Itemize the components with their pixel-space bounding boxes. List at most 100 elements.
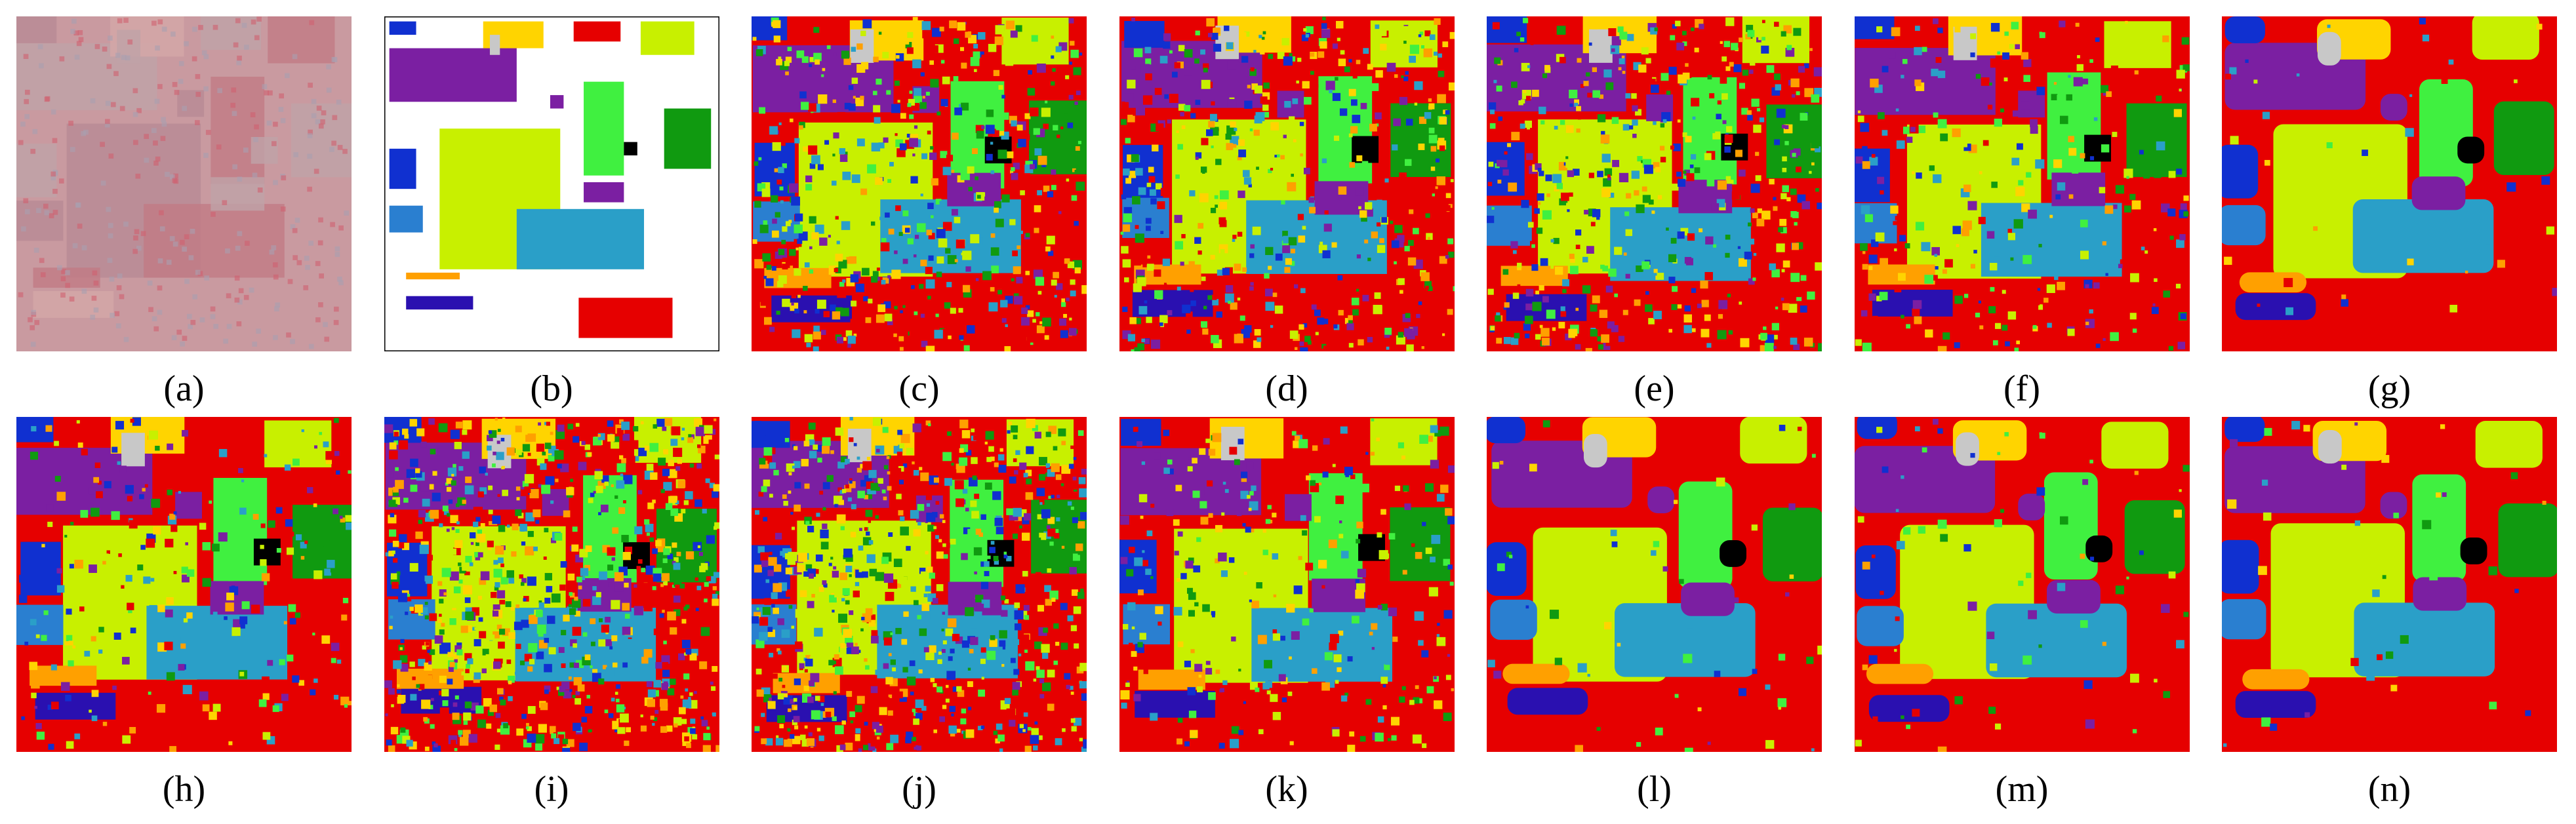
noise <box>1036 325 1045 334</box>
noise <box>2111 80 2121 90</box>
field <box>16 604 64 645</box>
noise <box>1639 566 1643 570</box>
noise <box>1192 177 1199 184</box>
noise <box>1135 106 1145 116</box>
noise <box>1380 509 1386 515</box>
noise <box>1691 328 1696 332</box>
noise <box>212 703 221 712</box>
noise <box>1013 266 1021 275</box>
noise <box>585 545 592 553</box>
noise <box>554 532 562 541</box>
noise <box>870 221 875 226</box>
noise <box>1270 122 1279 131</box>
noise <box>1123 206 1132 216</box>
noise <box>795 45 801 50</box>
noise <box>963 527 971 534</box>
noise <box>228 576 233 581</box>
texture <box>132 111 138 117</box>
noise <box>660 489 665 494</box>
field <box>2352 199 2494 273</box>
noise <box>1582 256 1588 263</box>
noise <box>1510 241 1518 249</box>
noise <box>1359 736 1365 742</box>
noise <box>1430 425 1438 433</box>
noise <box>939 26 944 31</box>
noise <box>2177 342 2185 349</box>
noise <box>833 132 839 139</box>
noise <box>439 629 445 635</box>
noise <box>1963 184 1971 192</box>
noise <box>1302 618 1309 626</box>
noise <box>1447 309 1453 315</box>
noise <box>1252 226 1261 235</box>
noise <box>1228 557 1234 563</box>
noise <box>1014 602 1020 608</box>
noise <box>1145 317 1152 323</box>
noise <box>1576 106 1581 111</box>
noise <box>1403 246 1410 252</box>
noise <box>538 724 547 733</box>
noise <box>1535 334 1541 340</box>
noise <box>855 581 860 587</box>
noise <box>1514 332 1520 339</box>
noise <box>872 271 879 277</box>
noise <box>1037 604 1045 612</box>
noise <box>778 167 784 174</box>
noise <box>1359 210 1367 218</box>
noise <box>754 564 762 573</box>
noise <box>2017 180 2023 186</box>
noise <box>1670 237 1677 244</box>
noise <box>795 213 803 222</box>
noise <box>1021 317 1030 326</box>
noise <box>763 447 773 456</box>
noise <box>1725 176 1734 184</box>
noise <box>1006 556 1012 562</box>
noise <box>907 31 914 38</box>
noise <box>1796 242 1803 250</box>
texture <box>311 113 317 119</box>
noise <box>1026 334 1035 343</box>
noise <box>851 503 856 509</box>
noise <box>973 435 978 441</box>
noise <box>1996 51 2000 55</box>
noise <box>1072 589 1078 596</box>
noise <box>1407 257 1416 266</box>
noise <box>325 451 334 460</box>
noise <box>1663 128 1668 132</box>
noise <box>879 216 883 220</box>
noise <box>1677 304 1682 309</box>
noise <box>767 627 773 632</box>
noise <box>1348 319 1353 324</box>
noise <box>921 340 928 347</box>
noise <box>454 441 462 450</box>
noise <box>422 645 426 650</box>
noise <box>1001 663 1005 667</box>
noise <box>2111 481 2121 490</box>
noise <box>1670 35 1676 41</box>
noise <box>813 52 822 62</box>
noise <box>1756 218 1765 227</box>
noise <box>502 663 506 669</box>
noise <box>508 632 515 639</box>
noise <box>1207 121 1215 128</box>
noise <box>1629 340 1634 345</box>
noise <box>702 745 711 752</box>
noise <box>1363 239 1368 244</box>
noise <box>1756 108 1761 111</box>
noise <box>919 628 927 637</box>
noise <box>953 76 959 81</box>
panel-label: (c) <box>898 368 940 409</box>
noise <box>809 216 816 224</box>
field <box>1675 20 1736 54</box>
noise <box>2132 729 2137 734</box>
noise <box>694 577 698 581</box>
noise <box>1030 259 1036 265</box>
noise <box>1699 24 1704 29</box>
texture <box>245 241 250 246</box>
noise <box>1496 85 1502 92</box>
noise <box>1720 41 1723 44</box>
noise <box>773 583 782 593</box>
noise <box>2023 58 2032 68</box>
noise <box>651 722 654 726</box>
noise <box>1382 301 1387 307</box>
